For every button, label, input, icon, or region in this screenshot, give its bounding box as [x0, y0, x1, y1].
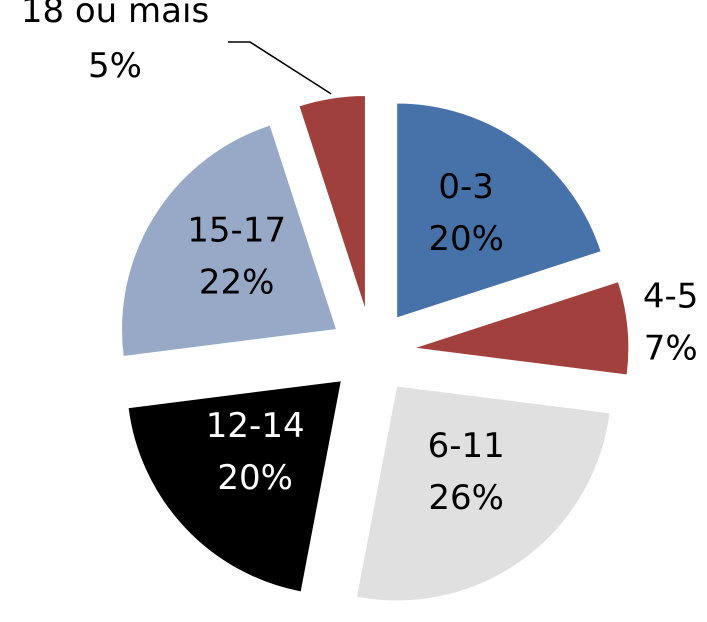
slice-label: 12-14: [206, 406, 305, 446]
slice-label: 4-5: [643, 276, 699, 316]
pie-slice: [127, 380, 343, 593]
leader-line: [228, 41, 332, 95]
pie-slice: [396, 102, 602, 319]
pie-slice: [298, 95, 366, 311]
value-label: 26%: [428, 478, 504, 518]
value-label: 20%: [428, 219, 504, 259]
pie-slice: [355, 385, 611, 602]
slice-label: 0-3: [438, 167, 494, 207]
value-label: 7%: [644, 328, 698, 368]
slice-label: 6-11: [428, 426, 505, 466]
slice-label: 15-17: [187, 211, 286, 251]
pie-slice: [413, 280, 630, 376]
value-label: 5%: [88, 46, 142, 86]
slice-label: 18 ou mais: [21, 0, 209, 31]
value-label: 22%: [199, 263, 275, 303]
value-label: 20%: [217, 458, 293, 498]
pie-slice: [121, 124, 338, 358]
